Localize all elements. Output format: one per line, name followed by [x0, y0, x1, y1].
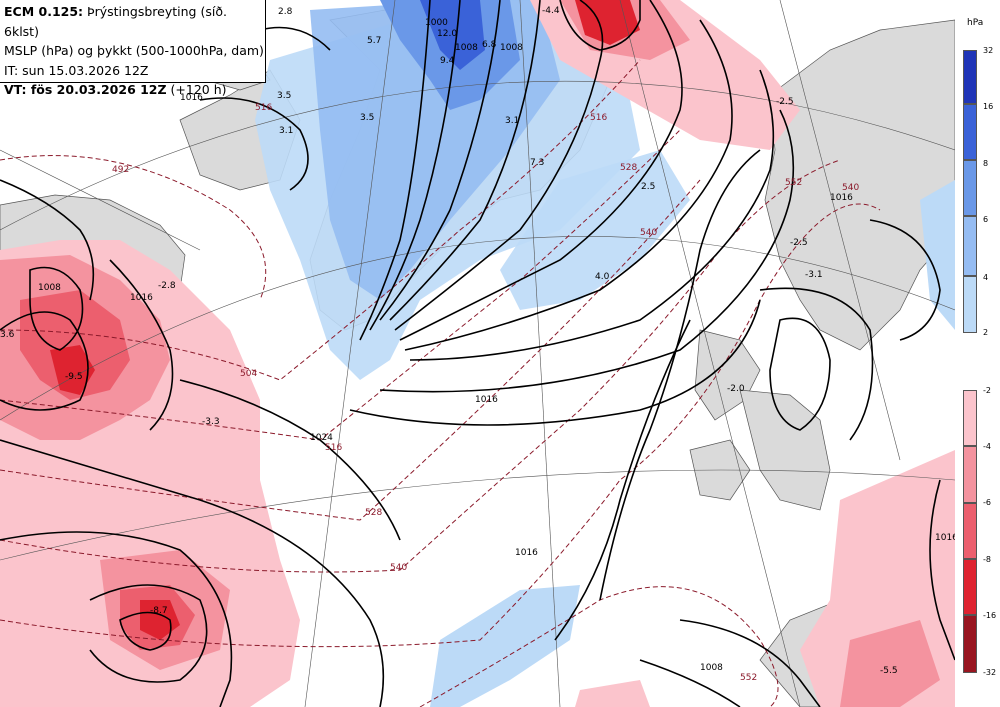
legend-tick-label: 2	[983, 328, 989, 337]
legend-swatch-blue-6-4	[963, 216, 977, 276]
isobar-label: 1016	[515, 548, 538, 558]
isobar-label: 1008	[38, 283, 61, 293]
legend-unit: hPa	[967, 18, 984, 28]
legend-swatch-red-16-32	[963, 615, 977, 673]
graticule	[0, 0, 955, 707]
model-label: ECM 0.125:	[4, 4, 84, 19]
legend-tick-label: -2	[983, 386, 991, 395]
tendency-value: 3.1	[279, 126, 293, 136]
legend-swatch-blue-16-8	[963, 104, 977, 160]
thickness-label: 492	[112, 165, 129, 175]
legend-swatch-red-8-16	[963, 559, 977, 615]
tendency-value: -2.0	[727, 384, 745, 394]
tendency-value: 5.7	[367, 36, 381, 46]
tendency-value: 4.0	[595, 272, 610, 282]
thickness-label: 552	[740, 673, 757, 683]
isobar-label: 1008	[700, 663, 723, 673]
tendency-value: 3.5	[277, 91, 291, 101]
tendency-value: 6.8	[482, 40, 497, 50]
thickness-label: 504	[240, 369, 257, 379]
legend-tick-label: 32	[983, 46, 994, 55]
legend-tick-label: -6	[983, 498, 991, 507]
tendency-value: -5.5	[880, 666, 898, 676]
legend-tick-label: -16	[983, 611, 997, 620]
tendency-value: -3.3	[202, 417, 220, 427]
isobar-label: 1016	[130, 293, 153, 303]
isobar-label: 1008	[455, 43, 478, 53]
tendency-value: 3.1	[505, 116, 519, 126]
isobar-label: 1000	[425, 18, 448, 28]
legend-swatch-red-2-4	[963, 390, 977, 446]
color-legend: hPa 32 16 8 6 4 2 -2 -4 -6 -8 -16 -32	[955, 0, 1000, 707]
thickness-label: 516	[325, 443, 342, 453]
thickness-label: 540	[390, 563, 407, 573]
thickness-contours	[0, 59, 881, 707]
thickness-label: 528	[620, 163, 637, 173]
tendency-value: 2.5	[641, 182, 655, 192]
info-line-model: ECM 0.125: Þrýstingsbreyting (síð. 6klst…	[4, 2, 265, 41]
tendency-value: -2.8	[158, 281, 176, 291]
tendency-value: 12.0	[437, 29, 457, 39]
map-info-box: ECM 0.125: Þrýstingsbreyting (síð. 6klst…	[0, 0, 266, 97]
thickness-labels: 492 504 516 528 528 540 540 540 552 516 …	[112, 103, 859, 683]
tendency-value: 2.8	[278, 7, 293, 17]
lead-time: (+120 h)	[166, 82, 227, 97]
tendency-value: 7.3	[530, 158, 544, 168]
tendency-value: -3.1	[805, 270, 823, 280]
tendency-value: -9.5	[65, 372, 83, 382]
thickness-label: 516	[255, 103, 272, 113]
isobar-label: 1024	[310, 433, 333, 443]
legend-swatch-red-6-8	[963, 503, 977, 559]
info-line-valid-time: VT: fös 20.03.2026 12Z (+120 h)	[4, 80, 265, 100]
tendency-value: -2.5	[776, 97, 794, 107]
legend-tick-label: 4	[983, 273, 989, 282]
tendency-value: 3.6	[0, 330, 15, 340]
info-line-fields: MSLP (hPa) og þykkt (500-1000hPa, dam)	[4, 43, 264, 58]
isobar-label: 1016	[180, 93, 203, 103]
thickness-label: 516	[590, 113, 607, 123]
legend-tick-label: -8	[983, 555, 991, 564]
isobar-label: 1016	[935, 533, 955, 543]
thickness-label: 540	[842, 183, 859, 193]
legend-tick-label: -4	[983, 442, 991, 451]
tendency-value: -2.5	[790, 238, 808, 248]
tendency-value: -4.4	[542, 6, 560, 16]
legend-tick-label: 16	[983, 102, 994, 111]
thickness-label: 552	[785, 178, 802, 188]
tendency-value: -8.7	[150, 606, 168, 616]
legend-swatch-red-4-6	[963, 446, 977, 503]
legend-swatch-blue-32-16	[963, 50, 977, 104]
info-line-init-time: IT: sun 15.03.2026 12Z	[4, 62, 149, 78]
isobar-label: 1008	[500, 43, 523, 53]
valid-time: VT: fös 20.03.2026 12Z	[4, 82, 167, 97]
isobar-labels: 1016 1016 1016 1016 1008 1008 1000 1008 …	[38, 18, 955, 673]
tendency-value: 9.4	[440, 56, 455, 66]
thickness-label: 528	[365, 508, 382, 518]
legend-tick-label: -32	[983, 668, 997, 677]
isobar-label: 1016	[830, 193, 853, 203]
thickness-label: 540	[640, 228, 657, 238]
isobar-label: 1016	[475, 395, 498, 405]
field-title: Þrýstingsbreyting (síð. 6klst)	[4, 4, 227, 39]
legend-tick-label: 8	[983, 159, 989, 168]
legend-swatch-blue-4-2	[963, 276, 977, 333]
isobars	[0, 0, 955, 707]
tendency-value: 3.5	[360, 113, 374, 123]
legend-swatch-blue-8-6	[963, 160, 977, 216]
weather-map: 1016 1016 1016 1016 1008 1008 1000 1008 …	[0, 0, 955, 707]
legend-tick-label: 6	[983, 215, 989, 224]
tendency-values: 2.8 5.7 12.0 9.4 6.8 3.5 3.1 3.5 3.1 7.3…	[0, 6, 898, 676]
